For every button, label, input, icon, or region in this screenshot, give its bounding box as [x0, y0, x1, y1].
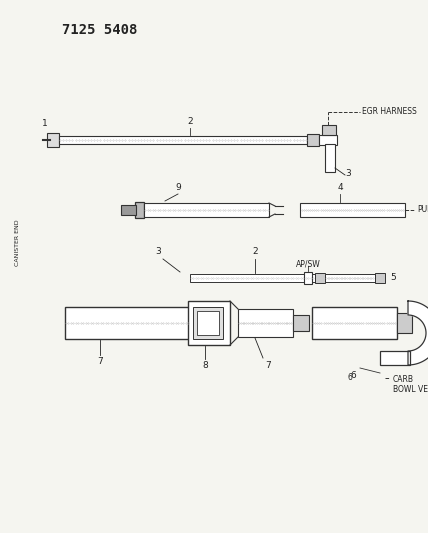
Text: 8: 8	[202, 361, 208, 370]
Bar	[325, 144, 335, 172]
Text: AP/SW: AP/SW	[296, 260, 321, 269]
Text: 7125 5408: 7125 5408	[62, 23, 137, 37]
Text: 7: 7	[97, 357, 103, 366]
Bar	[322, 125, 336, 135]
Text: CANISTER END: CANISTER END	[15, 220, 21, 266]
Bar	[312, 307, 397, 339]
Bar	[319, 135, 337, 145]
Bar	[59, 136, 307, 144]
Text: 5: 5	[390, 273, 396, 282]
Bar	[307, 134, 319, 146]
Bar	[380, 351, 410, 365]
Bar	[135, 202, 144, 218]
Text: 2: 2	[187, 117, 193, 126]
Bar	[315, 273, 325, 283]
Bar	[293, 315, 309, 331]
Text: CARB: CARB	[393, 375, 414, 384]
Bar	[238, 309, 293, 337]
Bar	[65, 307, 190, 339]
Bar	[375, 273, 385, 283]
Bar	[190, 274, 315, 282]
Bar	[47, 133, 59, 147]
Text: BOWL VENT: BOWL VENT	[393, 385, 428, 394]
Text: 3: 3	[345, 169, 351, 178]
Bar	[397, 313, 412, 333]
Bar	[193, 307, 223, 339]
Bar	[300, 203, 405, 217]
Bar	[304, 272, 312, 284]
Bar	[188, 301, 230, 345]
Text: PURGE: PURGE	[417, 206, 428, 214]
Text: 3: 3	[155, 247, 161, 256]
Text: 2: 2	[252, 247, 258, 256]
Text: EGR HARNESS: EGR HARNESS	[362, 108, 417, 117]
Text: 9: 9	[175, 183, 181, 192]
Bar	[325, 274, 375, 282]
Text: 7: 7	[265, 361, 271, 370]
Text: 1: 1	[42, 119, 48, 128]
Bar	[144, 203, 269, 217]
Bar	[121, 205, 136, 215]
Text: 6: 6	[350, 371, 356, 380]
Bar	[197, 311, 219, 335]
Text: 4: 4	[337, 183, 343, 192]
Polygon shape	[408, 301, 428, 365]
Text: 6: 6	[348, 374, 352, 383]
